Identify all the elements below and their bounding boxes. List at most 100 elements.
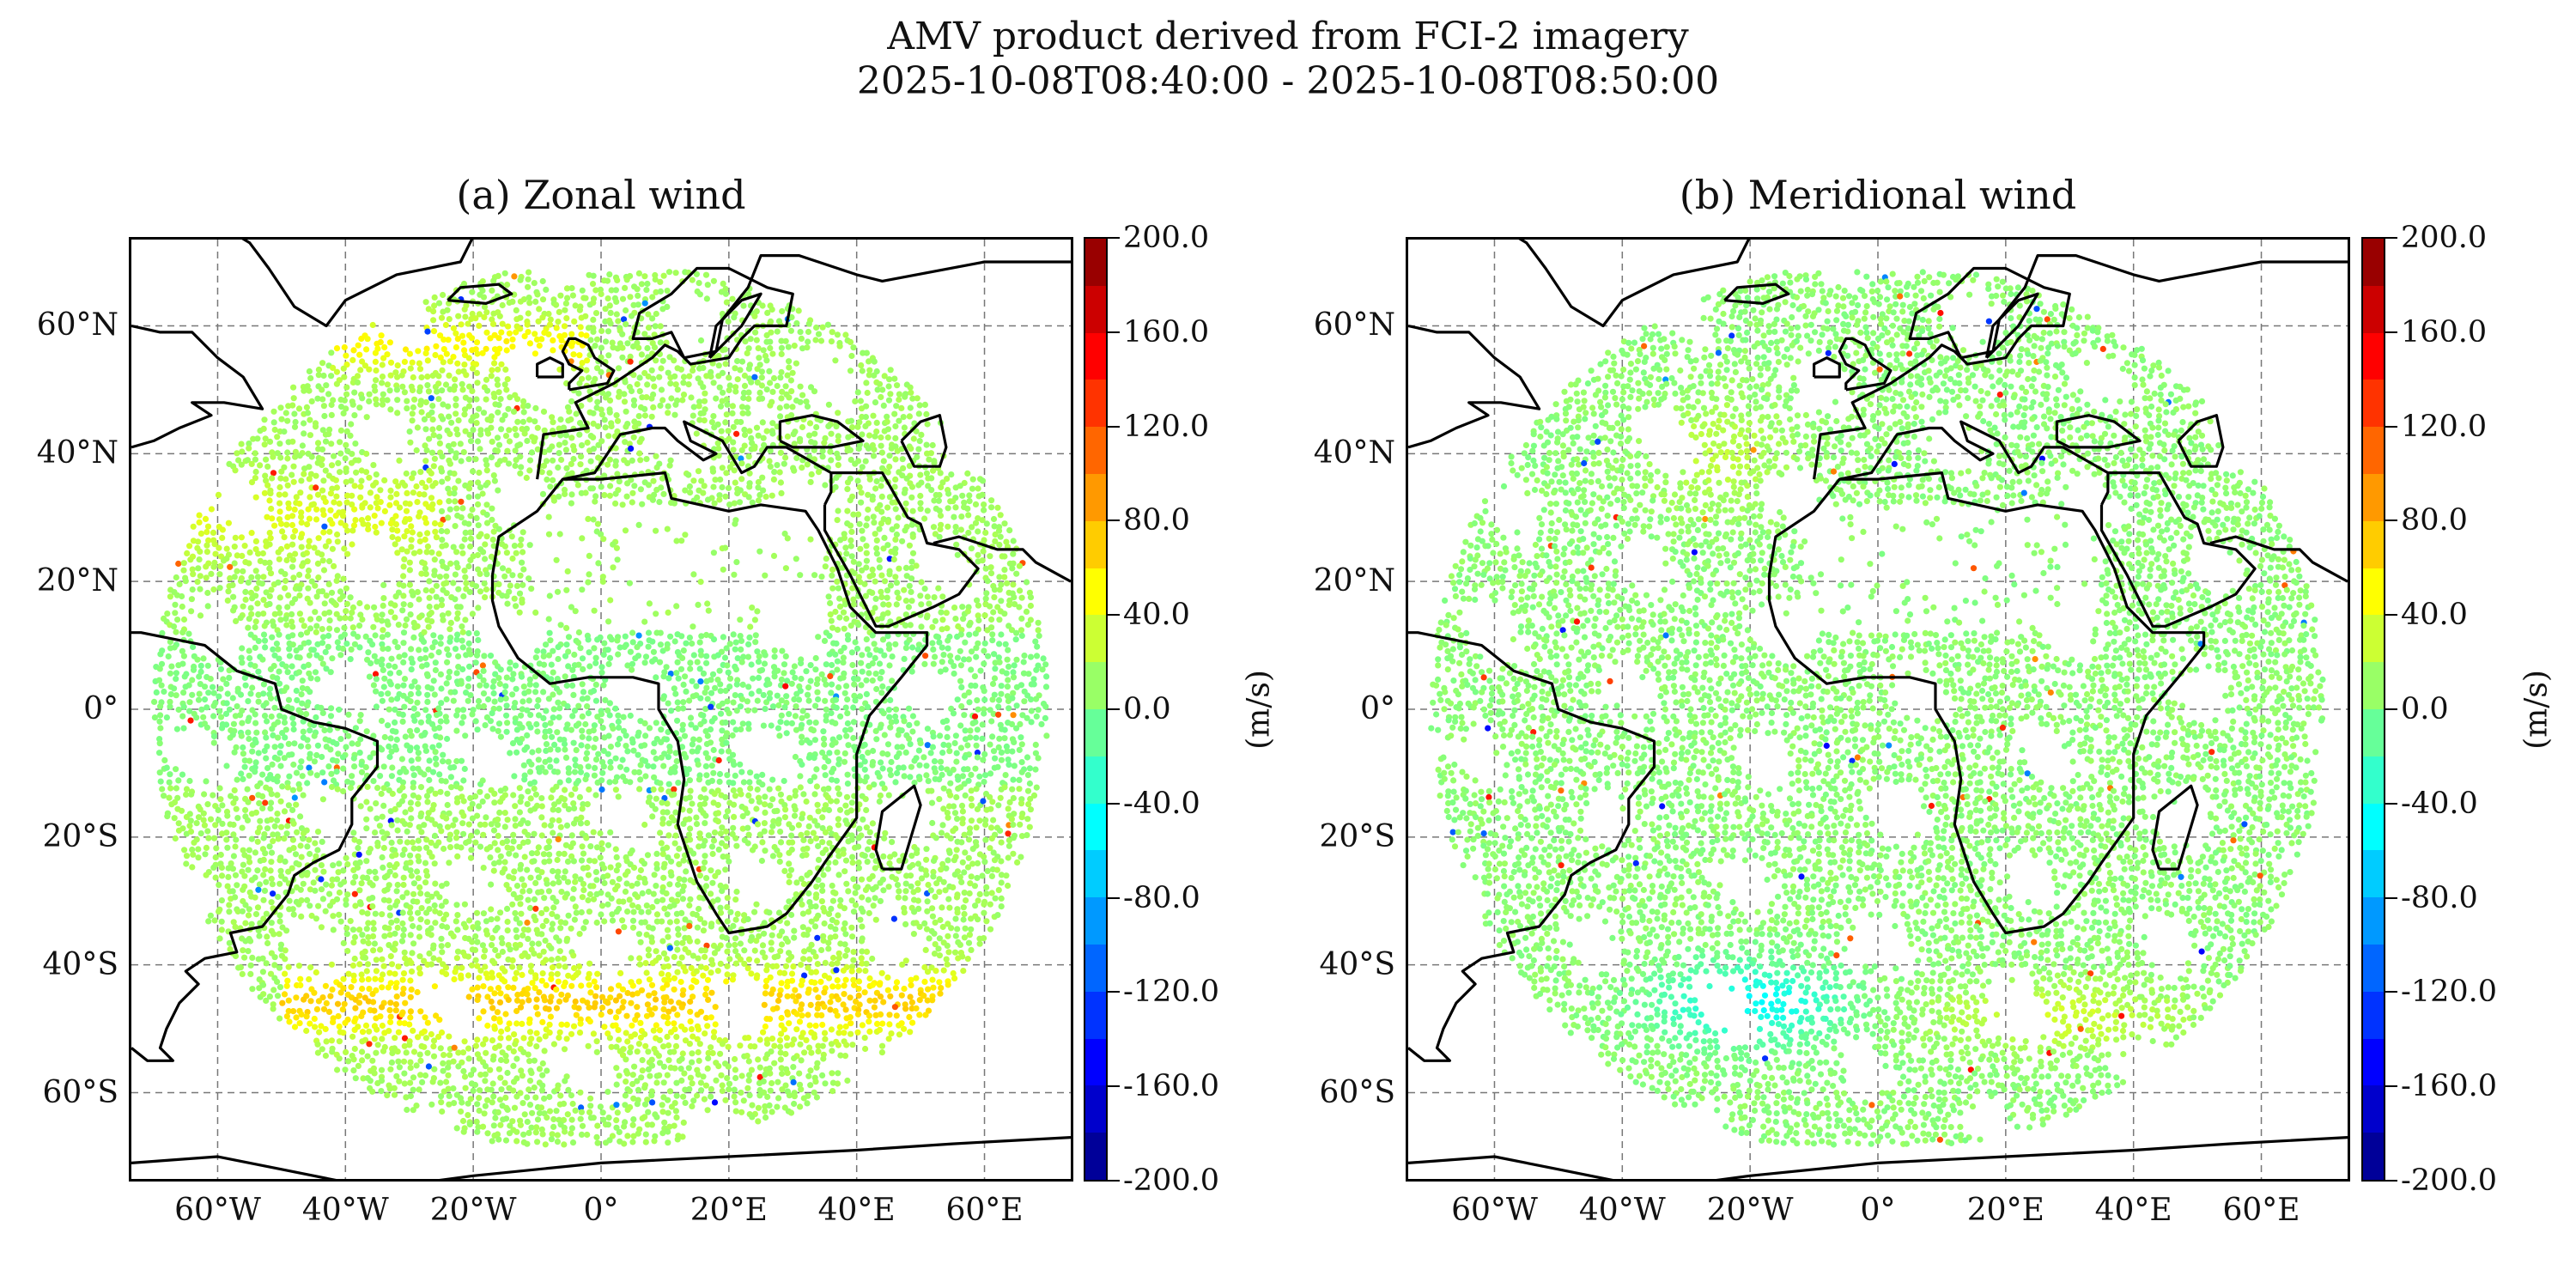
amv-point [433, 582, 440, 589]
amv-point [333, 577, 340, 584]
amv-point [1026, 765, 1033, 772]
amv-point [248, 530, 255, 537]
amv-point [416, 490, 423, 498]
amv-point [238, 578, 245, 585]
amv-point [789, 369, 796, 376]
amv-point [926, 456, 933, 463]
amv-point [255, 668, 262, 675]
amv-point [1032, 766, 1039, 773]
amv-point [938, 483, 945, 491]
amv-point [297, 631, 305, 638]
amv-point [277, 520, 285, 527]
amv-point [319, 626, 325, 633]
amv-point [994, 763, 1001, 770]
amv-point [483, 586, 489, 593]
amv-point [606, 654, 614, 661]
amv-point [261, 489, 268, 496]
amv-point [725, 318, 732, 325]
amv-point [745, 726, 752, 732]
amv-point [784, 535, 791, 542]
amv-point [752, 639, 759, 646]
amv-point [555, 699, 562, 706]
amv-point [331, 562, 337, 569]
amv-point [431, 572, 438, 579]
amv-point [238, 732, 245, 739]
amv-point [275, 579, 282, 586]
amv-point [866, 476, 873, 483]
amv-point [674, 699, 681, 706]
amv-point [879, 683, 886, 690]
amv-point [957, 677, 964, 684]
amv-point [340, 575, 347, 582]
amv-point [484, 387, 491, 394]
amv-point [697, 695, 704, 702]
amv-point [855, 622, 862, 629]
amv-point [642, 732, 649, 739]
amv-point [901, 655, 908, 662]
amv-point [663, 736, 671, 743]
amv-point [438, 468, 446, 475]
amv-point [745, 365, 753, 372]
amv-point [532, 331, 538, 337]
amv-point [668, 395, 675, 402]
amv-point [200, 714, 207, 720]
amv-point [215, 806, 222, 814]
amv-point [613, 544, 621, 551]
amv-point [262, 729, 269, 736]
amv-point [179, 660, 186, 667]
amv-point [349, 527, 356, 534]
amv-point [1032, 741, 1039, 749]
amv-point [428, 506, 435, 513]
amv-point [307, 727, 313, 734]
amv-point [858, 659, 865, 666]
amv-point [716, 384, 723, 391]
amv-point [629, 660, 636, 667]
amv-point [755, 432, 762, 439]
amv-point [477, 588, 484, 595]
amv-point [305, 573, 312, 580]
amv-point [886, 463, 893, 471]
amv-point [475, 522, 482, 529]
amv-point [969, 802, 975, 809]
amv-point [637, 762, 644, 769]
amv-point [917, 500, 924, 507]
amv-point [432, 351, 439, 359]
amv-point [523, 474, 530, 482]
amv-point [755, 478, 762, 486]
amv-point [234, 450, 240, 457]
amv-point [657, 278, 664, 285]
amv-point [745, 291, 752, 298]
amv-point [745, 641, 752, 647]
amv-point [598, 777, 605, 784]
amv-point [481, 313, 488, 320]
amv-point [289, 623, 296, 630]
amv-point [372, 387, 379, 394]
amv-point [488, 424, 495, 431]
amv-point [516, 441, 524, 448]
amv-point [645, 482, 653, 489]
amv-point [319, 796, 326, 803]
amv-point [659, 799, 665, 806]
amv-point [687, 489, 694, 496]
amv-point [1024, 772, 1031, 779]
amv-point [683, 754, 690, 761]
amv-point [587, 458, 594, 465]
amv-point [422, 519, 429, 526]
amv-point [562, 447, 569, 453]
amv-point [598, 531, 605, 538]
amv-point [723, 470, 730, 477]
amv-point [421, 771, 428, 778]
amv-point [458, 757, 465, 764]
amv-point [289, 471, 295, 478]
amv-point [884, 434, 891, 441]
amv-point [271, 744, 278, 750]
amv-point [749, 605, 756, 611]
amv-point [292, 453, 299, 460]
amv-point [392, 478, 399, 485]
amv-point [266, 559, 273, 566]
amv-point [730, 439, 737, 446]
amv-point [453, 636, 460, 643]
amv-point [811, 440, 818, 447]
amv-point [296, 592, 303, 599]
amv-point [189, 586, 196, 593]
